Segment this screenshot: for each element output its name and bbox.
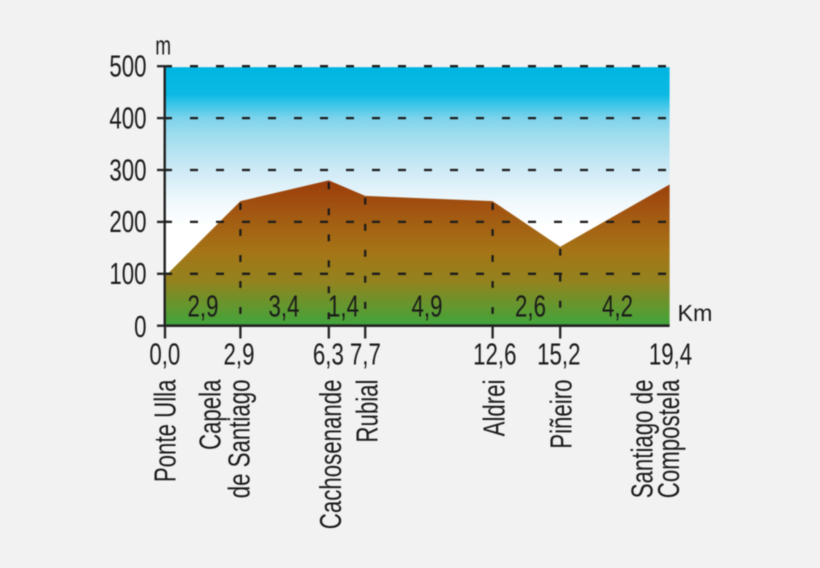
svg-text:2,9: 2,9 — [224, 337, 255, 371]
svg-text:Aldrei: Aldrei — [477, 380, 511, 437]
svg-text:0,0: 0,0 — [149, 337, 180, 371]
svg-text:400: 400 — [109, 101, 146, 135]
svg-text:12,6: 12,6 — [473, 337, 516, 371]
svg-text:Km: Km — [678, 300, 713, 326]
svg-text:m: m — [155, 31, 171, 61]
svg-text:2,6: 2,6 — [515, 289, 546, 323]
svg-text:de Santiago: de Santiago — [222, 380, 256, 499]
svg-text:Compostela: Compostela — [652, 379, 686, 498]
svg-text:Santiago de: Santiago de — [625, 380, 659, 499]
svg-text:100: 100 — [109, 257, 146, 291]
svg-text:0: 0 — [134, 309, 146, 343]
svg-text:6,3: 6,3 — [313, 337, 344, 371]
svg-text:Piñeiro: Piñeiro — [544, 380, 578, 449]
svg-text:1,4: 1,4 — [328, 289, 359, 323]
svg-text:4,9: 4,9 — [412, 289, 443, 323]
svg-text:7,7: 7,7 — [350, 337, 381, 371]
svg-text:4,2: 4,2 — [602, 289, 633, 323]
svg-text:200: 200 — [109, 205, 146, 239]
svg-text:Capela: Capela — [193, 379, 227, 450]
svg-text:300: 300 — [109, 153, 146, 187]
svg-text:Cachosenande: Cachosenande — [314, 380, 348, 530]
svg-text:3,4: 3,4 — [269, 289, 300, 323]
svg-text:19,4: 19,4 — [649, 337, 692, 371]
svg-text:Ponte Ulla: Ponte Ulla — [148, 379, 182, 482]
svg-text:500: 500 — [109, 49, 146, 83]
svg-text:Rubial: Rubial — [350, 380, 384, 443]
svg-text:2,9: 2,9 — [188, 289, 219, 323]
svg-text:15,2: 15,2 — [537, 337, 580, 371]
